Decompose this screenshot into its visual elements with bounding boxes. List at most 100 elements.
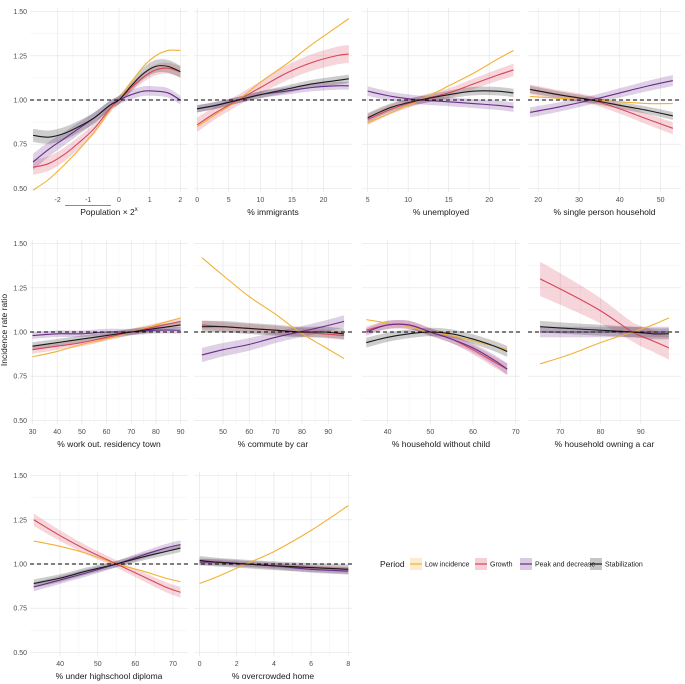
ci-band-growth (199, 558, 349, 572)
panel-9: 0.50 0.75 1.00 1.25 1.50 40 50 60 70 % under high… (13, 472, 188, 681)
y-tick-label: 0.50 (13, 650, 27, 657)
panel-6-data (201, 257, 345, 363)
ci-band-stabilization (367, 86, 514, 123)
x-tick-label: 15 (288, 197, 296, 204)
ci-band-stabilization (33, 59, 181, 144)
line-peak-and-decrease (529, 80, 673, 113)
line-growth (32, 320, 181, 351)
line-growth (367, 69, 514, 120)
legend-item-peak-and-decrease: Peak and decrease (520, 558, 595, 570)
x-tick-label: 90 (637, 429, 645, 436)
x-axis-label: % work out. residency town (57, 439, 161, 449)
x-tick-label: 70 (169, 661, 177, 668)
panel-2: 0 5 10 15 20 % immigrants (194, 8, 352, 217)
y-tick-label: 0.75 (13, 142, 27, 149)
panel-5: 0.50 0.75 1.00 1.25 1.50 30 40 50 60 70 80 90 % work… (13, 240, 188, 449)
x-axis-label: % under highschool diploma (56, 671, 163, 681)
panel-3-data (367, 49, 514, 125)
ci-band-growth (197, 45, 349, 133)
line-low-incidence (530, 95, 673, 105)
x-tick-label: 4 (272, 661, 276, 668)
y-tick-label: 0.50 (13, 418, 27, 425)
panel-7: 40 50 60 70 % household without child (362, 240, 520, 449)
ci-band-peak-and-decrease (197, 81, 349, 113)
x-tick-label: 10 (404, 197, 412, 204)
legend-item-low-incidence: Low incidence (410, 558, 469, 570)
x-tick-label: 1 (148, 197, 152, 204)
x-tick-label: 50 (657, 197, 665, 204)
y-tick-label: 1.25 (13, 517, 27, 524)
x-tick-label: 40 (384, 429, 392, 436)
y-tick-label: 1.00 (13, 562, 27, 569)
line-peak-and-decrease (367, 90, 514, 108)
line-low-incidence (32, 49, 181, 191)
legend-label: Low incidence (425, 562, 469, 569)
legend-title: Period (380, 559, 405, 569)
x-tick-label: 50 (219, 429, 227, 436)
x-tick-label: -2 (54, 197, 60, 204)
x-tick-label: 70 (512, 429, 520, 436)
x-tick-label: 60 (103, 429, 111, 436)
line-low-incidence (367, 49, 514, 124)
x-tick-label: 6 (309, 661, 313, 668)
y-tick-label: 0.75 (13, 374, 27, 381)
ci-band-peak-and-decrease (33, 85, 181, 171)
ci-band-growth (366, 319, 508, 375)
ci-band-growth (33, 62, 181, 175)
line-stabilization (32, 324, 181, 347)
y-tick-label: 1.50 (13, 9, 27, 16)
x-tick-label: 40 (616, 197, 624, 204)
x-axis-label: % household owning a car (555, 439, 655, 449)
x-tick-label: 8 (346, 661, 350, 668)
line-stabilization (32, 65, 181, 138)
panel-1-data (32, 49, 181, 191)
ci-band-peak-and-decrease (367, 86, 514, 112)
x-tick-label: 30 (29, 429, 37, 436)
x-axis-label: % commute by car (238, 439, 309, 449)
line-growth (32, 67, 181, 168)
y-tick-label: 0.75 (13, 606, 27, 613)
ci-band-growth (367, 63, 514, 125)
x-tick-label: 50 (78, 429, 86, 436)
x-tick-label: 15 (445, 197, 453, 204)
line-growth (539, 278, 670, 349)
ci-band-peak-and-decrease (201, 315, 345, 363)
panel-10-data (199, 505, 349, 584)
line-peak-and-decrease (201, 320, 345, 356)
x-axis-label: % overcrowded home (232, 671, 314, 681)
x-tick-label: 80 (152, 429, 160, 436)
x-axis-label: % unemployed (413, 207, 470, 217)
line-stabilization (197, 78, 349, 110)
panel-8-data (539, 261, 670, 365)
panel-4: 20 30 40 50% single person household (528, 8, 681, 217)
x-axis-label: Population × 2x (80, 207, 138, 217)
x-tick-label: 60 (131, 661, 139, 668)
ci-band-peak-and-decrease (366, 319, 508, 375)
x-axis-label: % household without child (392, 439, 491, 449)
y-axis-label: Incidence rate ratio (0, 294, 9, 367)
x-tick-label: 80 (298, 429, 306, 436)
x-tick-label: 2 (235, 661, 239, 668)
line-peak-and-decrease (32, 329, 181, 337)
x-tick-label: 20 (320, 197, 328, 204)
legend-item-growth: Growth (475, 558, 513, 570)
panel-8: 70 80 90 % household owning a car (528, 240, 681, 449)
legend: Period Low incidence Growth Peak and decrea… (380, 558, 643, 570)
x-tick-label: 0 (198, 661, 202, 668)
x-tick-label: 80 (597, 429, 605, 436)
line-stabilization (367, 90, 514, 119)
x-tick-label: 90 (324, 429, 332, 436)
ci-band-peak-and-decrease (199, 558, 349, 575)
legend-label: Stabilization (605, 562, 643, 569)
x-tick-label: 40 (56, 661, 64, 668)
x-axis-label: % immigrants (247, 207, 298, 217)
x-tick-label: 10 (256, 197, 264, 204)
x-tick-label: 60 (469, 429, 477, 436)
panel-5-data (32, 317, 181, 358)
y-tick-label: 1.00 (13, 98, 27, 105)
ci-band-peak-and-decrease (530, 75, 673, 118)
y-tick-label: 1.25 (13, 285, 27, 292)
x-tick-label: 30 (575, 197, 583, 204)
panel-6: 50 60 70 80 90 % commute by car (194, 240, 352, 449)
